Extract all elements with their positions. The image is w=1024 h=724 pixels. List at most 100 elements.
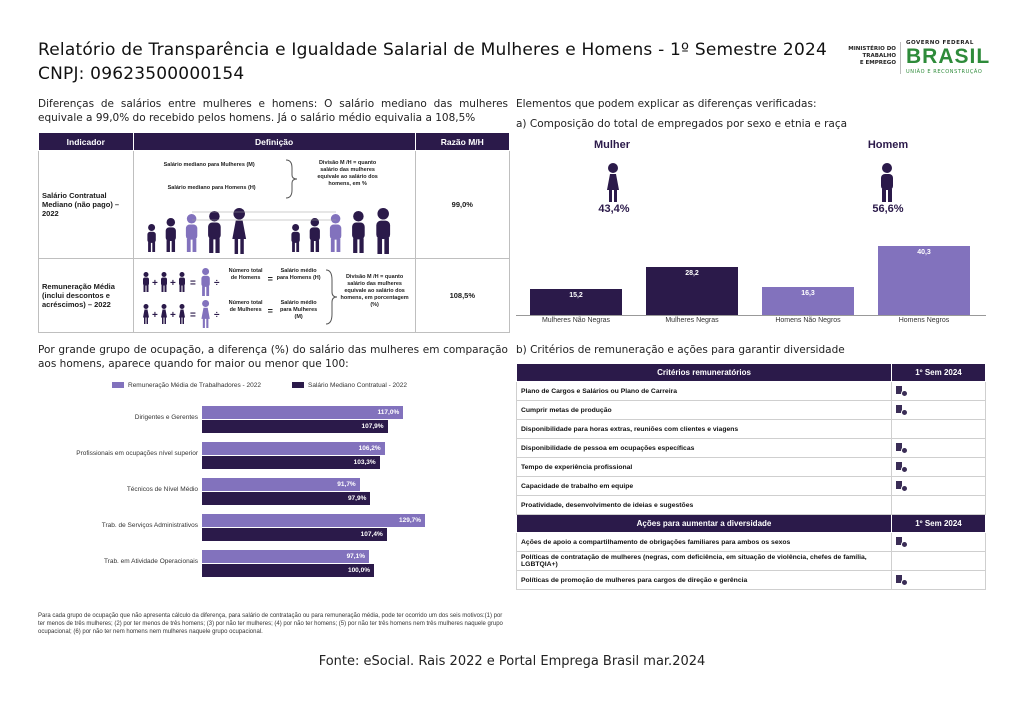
check-icon [896,405,908,416]
criteria-mark-cell [891,381,986,401]
criteria-mark-cell [891,495,986,515]
uniao-label: UNIÃO E RECONSTRUÇÃO [906,69,983,75]
row1-ratio: 99,0% [414,150,511,259]
equals-sign-2: = [267,305,273,316]
criteria-row: Cumprir metas de produção [516,400,986,420]
criteria-label: Tempo de experiência profissional [516,457,892,477]
def-women: Salário mediano para Mulheres (M) [163,161,255,168]
criteria-row: Disponibilidade para horas extras, reuni… [516,419,986,439]
criteria-header-row: Ações para aumentar a diversidade 1º Sem … [516,514,986,533]
svg-text:+: + [152,310,158,321]
ministry-line2: TRABALHO [862,53,896,59]
cnpj-text: CNPJ: 09623500000154 [38,64,245,84]
occupation-intro: Por grande grupo de ocupação, a diferenç… [38,344,508,370]
criteria-mark-cell [891,419,986,439]
svg-text:=: = [190,310,196,321]
logo-divider [900,42,901,74]
legend-median: Salário Mediano Contratual - 2022 [292,382,407,389]
criteria-header: Critérios remuneratórios [516,363,892,382]
title-text: Relatório de Transparência e Igualdade S… [38,40,827,60]
criteria-row: Plano de Cargos e Salários ou Plano de C… [516,381,986,401]
composition-axis [516,315,986,316]
occupation-category-label: Profissionais em ocupações nível superio… [76,450,198,457]
median-salary-bar: 107,4% [202,528,387,541]
median-salary-bar: 97,9% [202,492,371,505]
avg-men: Salário médio para Homens (H) [276,267,321,281]
occupation-chart: Remuneração Média de Trabalhadores - 202… [38,380,508,610]
ministry-logo: MINISTÉRIO DO TRABALHO E EMPREGO [836,46,896,67]
criteria-title: b) Critérios de remuneração e ações para… [516,344,845,356]
composition-chart: Mulher 43,4% Homem 56,6% 15,2 Mulheres Nã… [516,135,986,330]
th-definition: Definição [132,132,416,151]
report-title: Relatório de Transparência e Igualdade S… [38,38,827,86]
avg-women: Salário médio para Mulheres (M) [279,299,318,320]
criteria-label: Disponibilidade de pessoa em ocupações e… [516,438,892,458]
occupation-category-label: Técnicos de Nível Médio [126,486,198,493]
semester-header: 1º Sem 2024 [891,514,986,533]
svg-text:=: = [190,278,196,289]
criteria-label: Plano de Cargos e Salários ou Plano de C… [516,381,892,401]
legend-avg-label: Remuneração Média de Trabalhadores - 202… [128,382,261,389]
formula-icons: + + = ÷ + + = ÷ [142,267,220,328]
check-icon [896,537,908,548]
criteria-mark-cell [891,532,986,552]
brace-icon [285,159,297,198]
elements-title: Elementos que podem explicar as diferenç… [516,98,817,110]
median-salary-bar: 103,3% [202,456,380,469]
semester-header: 1º Sem 2024 [891,363,986,382]
woman-icon [607,163,619,202]
criteria-label: Políticas de promoção de mulheres para c… [516,570,892,590]
equals-sign-1: = [267,273,273,284]
def-division-2: Divisão M /H = quanto salário das mulher… [340,273,409,308]
svg-text:÷: ÷ [214,278,220,289]
th-indicator: Indicador [38,132,134,151]
criteria-mark-cell [891,457,986,477]
row1-indicator: Salário Contratual Mediano (não pago) – … [38,150,134,259]
footnote: Para cada grupo de ocupação que não apre… [38,613,503,635]
composition-category-label: Mulheres Negras [665,317,719,324]
criteria-row: Políticas de contratação de mulheres (ne… [516,551,986,571]
criteria-label: Capacidade de trabalho em equipe [516,476,892,496]
criteria-mark-cell [891,570,986,590]
check-icon [896,443,908,454]
svg-text:÷: ÷ [214,310,220,321]
men-pct: 56,6% [872,203,904,215]
avg-remuneration-bar: 91,7% [202,478,360,491]
occupation-category-label: Trab. de Serviços Administrativos [101,522,198,529]
criteria-label: Proatividade, desenvolvimento de ideias … [516,495,892,515]
criteria-header-row: Critérios remuneratórios 1º Sem 2024 [516,363,986,382]
composition-bar: 40,3 [878,246,970,315]
ministry-line3: E EMPREGO [859,60,896,66]
criteria-label: Ações de apoio a compartilhamento de obr… [516,532,892,552]
th-ratio: Razão M/H [414,132,511,151]
criteria-table: Critérios remuneratórios 1º Sem 2024 Plano… [516,363,986,590]
criteria-mark-cell [891,476,986,496]
check-icon [896,481,908,492]
svg-text:+: + [170,310,176,321]
men-label: Homem [867,139,909,151]
salary-intro: Diferenças de salários entre mulheres e … [38,98,508,124]
composition-category-label: Homens Negros [898,317,950,324]
check-icon [896,462,908,473]
composition-bar: 16,3 [762,287,854,315]
legend-avg-swatch [112,382,124,389]
avg-remuneration-bar: 117,0% [202,406,404,419]
legend-avg: Remuneração Média de Trabalhadores - 202… [112,382,261,389]
composition-category-label: Mulheres Não Negras [541,317,611,324]
composition-category-label: Homens Não Negros [775,317,841,324]
num-men: Número total de Homens [228,267,263,281]
ministry-line1: MINISTÉRIO DO [848,46,896,52]
criteria-label: Cumprir metas de produção [516,400,892,420]
row2-indicator: Remuneração Média (inclui descontos e ac… [38,258,134,333]
occupation-category-label: Dirigentes e Gerentes [134,414,198,421]
criteria-row: Capacidade de trabalho em equipe [516,476,986,496]
legend-median-label: Salário Mediano Contratual - 2022 [308,382,408,389]
avg-remuneration-bar: 97,1% [202,550,369,563]
row2-definition: + + = ÷ + + = ÷ [132,258,416,333]
criteria-label: Políticas de contratação de mulheres (ne… [516,551,892,571]
def-division: Divisão M /H = quanto salário das mulher… [317,159,378,187]
criteria-row: Tempo de experiência profissional [516,457,986,477]
criteria-row: Políticas de promoção de mulheres para c… [516,570,986,590]
avg-remuneration-bar: 129,7% [202,514,426,527]
composition-title: a) Composição do total de empregados por… [516,118,848,130]
